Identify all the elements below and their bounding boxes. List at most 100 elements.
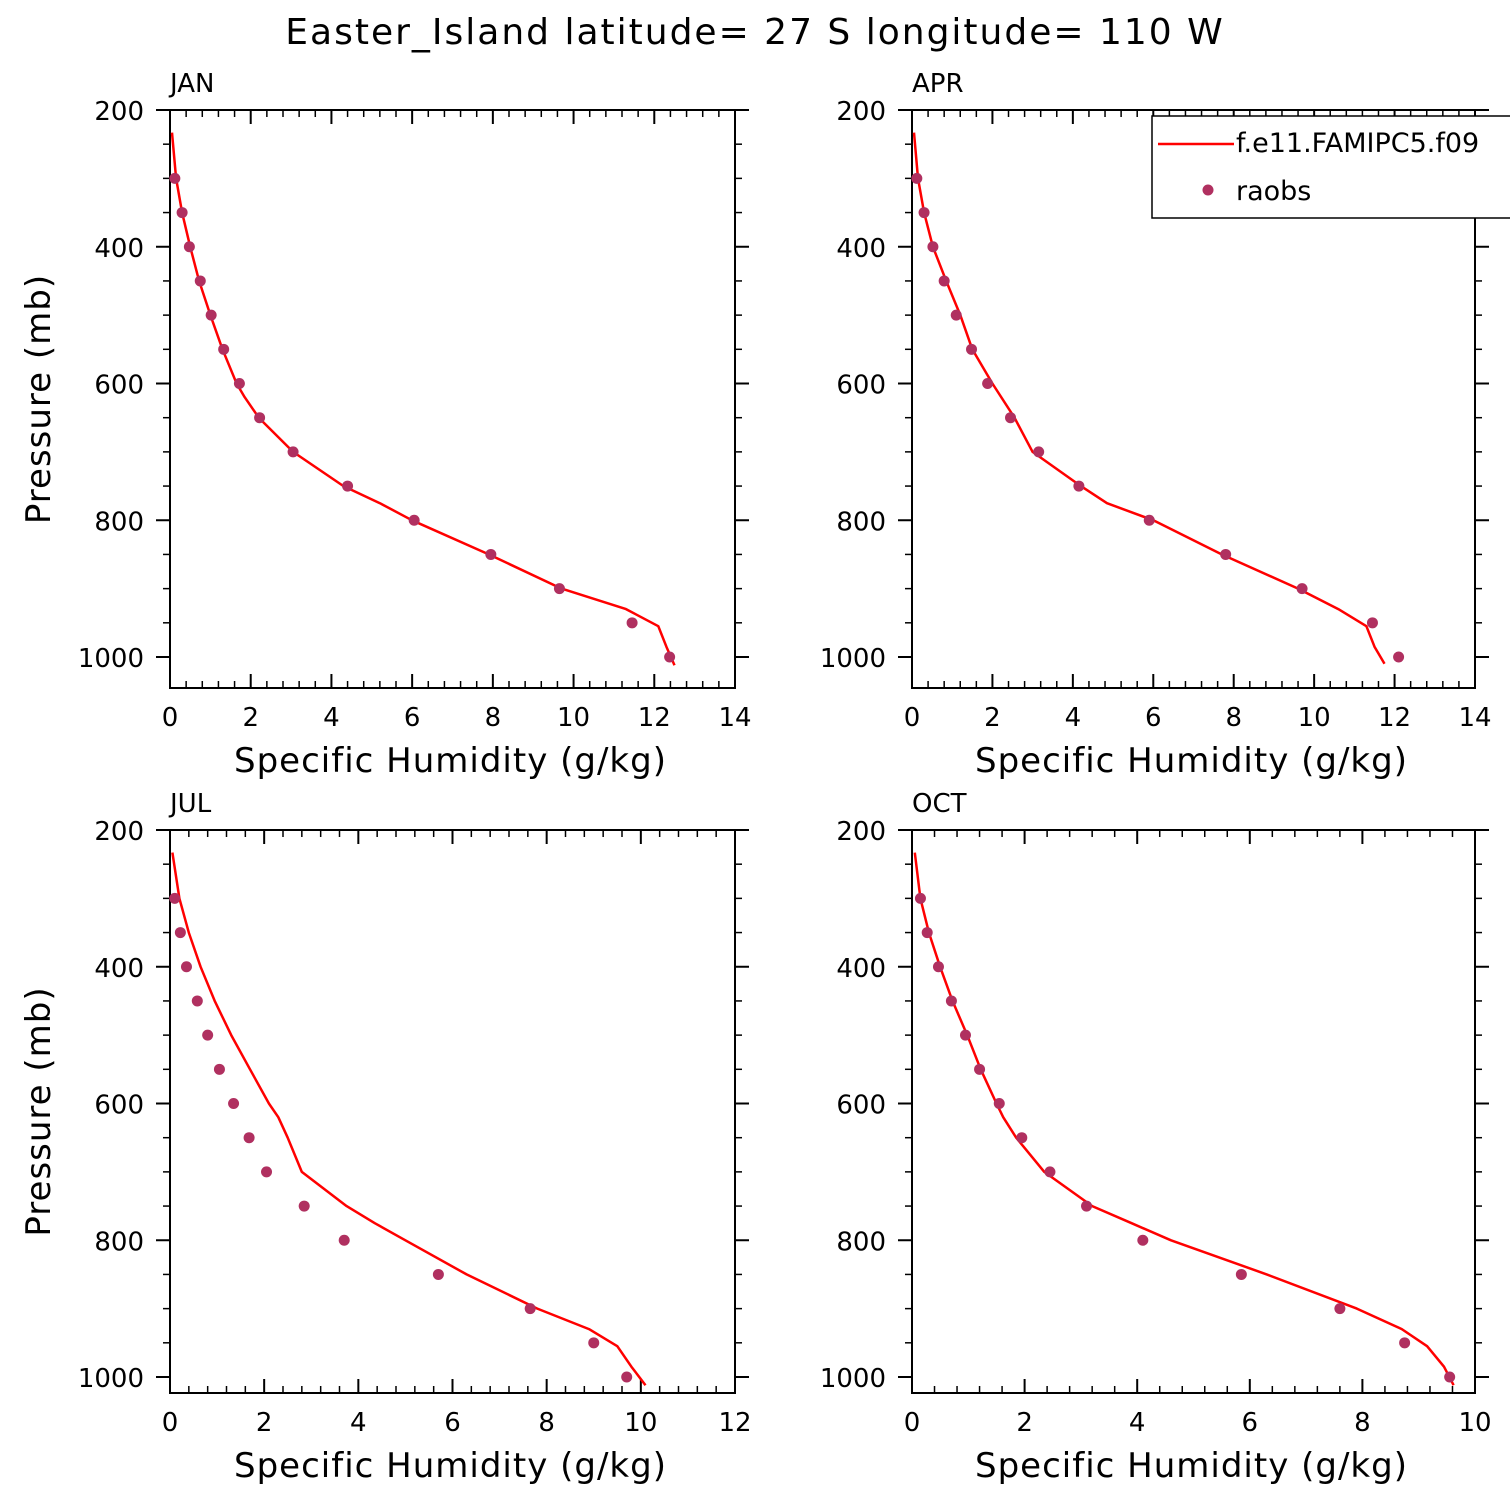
raobs-point-apr (1366, 617, 1378, 629)
ytick-label-jan: 800 (94, 507, 144, 537)
x-axis-label-apr: Specific Humidity (g/kg) (975, 741, 1408, 781)
raobs-point-apr (982, 378, 994, 389)
raobs-point-jan (664, 651, 676, 663)
xtick-label-jul: 0 (162, 1408, 179, 1438)
raobs-point-oct (914, 892, 926, 904)
raobs-point-jul (588, 1337, 600, 1349)
ytick-label-jul: 200 (94, 817, 144, 847)
raobs-point-jul (261, 1166, 273, 1178)
xtick-label-jan: 14 (718, 703, 751, 733)
ytick-label-jan: 600 (94, 371, 144, 401)
panel-apr: APR 0 2 4 6 8 10 12 14 200 400 600 800 1000 Specific H… (820, 69, 1510, 781)
xtick-label-jan: 8 (485, 703, 502, 733)
raobs-point-oct (1137, 1234, 1149, 1246)
panel-jul: JUL 0 2 4 6 8 10 12 200 400 600 800 1000 Specific Hum… (19, 789, 752, 1486)
raobs-point-jul (202, 1029, 214, 1041)
xtick-label-jan: 10 (557, 703, 590, 733)
raobs-point-jan (218, 343, 230, 355)
raobs-point-oct (1081, 1200, 1093, 1212)
y-axis-label-jan: Pressure (mb) (19, 274, 59, 524)
xtick-label-jul: 2 (256, 1408, 273, 1438)
raobs-point-oct (932, 961, 944, 973)
raobs-point-apr (911, 172, 923, 184)
raobs-point-oct (1235, 1268, 1247, 1280)
ytick-label-jan: 200 (94, 97, 144, 127)
raobs-point-jul (298, 1200, 310, 1212)
raobs-point-jul (191, 995, 203, 1007)
raobs-point-jul (228, 1098, 240, 1109)
panel-title-jan: JAN (168, 69, 214, 99)
figure-suptitle: Easter_Island latitude= 27 S longitude= … (285, 12, 1224, 53)
xtick-label-oct: 6 (1242, 1408, 1259, 1438)
model-line-jan (170, 132, 676, 666)
raobs-point-apr (950, 309, 962, 321)
raobs-point-apr (1393, 651, 1405, 663)
raobs-point-jul (243, 1132, 255, 1144)
raobs-point-jul (169, 892, 181, 904)
xtick-label-jul: 6 (444, 1408, 461, 1438)
ytick-label-oct: 1000 (820, 1364, 886, 1394)
ytick-label-apr: 400 (836, 234, 886, 264)
raobs-point-apr (1220, 548, 1232, 560)
ytick-label-oct: 800 (836, 1227, 886, 1257)
xtick-label-oct: 2 (1016, 1408, 1033, 1438)
plot-frame-apr (911, 109, 1476, 689)
raobs-point-jul (180, 961, 192, 973)
xtick-label-oct: 0 (904, 1408, 921, 1438)
ytick-label-apr: 800 (836, 507, 886, 537)
raobs-point-jul (213, 1063, 225, 1075)
panel-title-oct: OCT (912, 789, 967, 819)
x-axis-label-jan: Specific Humidity (g/kg) (234, 741, 667, 781)
plot-frame-oct (911, 829, 1476, 1394)
raobs-point-apr (1005, 412, 1017, 424)
xtick-label-apr: 14 (1458, 703, 1491, 733)
plot-frame-jul (169, 829, 736, 1394)
raobs-point-oct (1399, 1337, 1411, 1349)
raobs-point-jan (485, 548, 497, 560)
xtick-label-apr: 0 (904, 703, 921, 733)
raobs-point-jul (524, 1303, 536, 1315)
model-line-oct (913, 852, 1455, 1386)
raobs-point-oct (974, 1063, 986, 1075)
raobs-point-jan (287, 446, 299, 458)
xtick-label-jan: 6 (404, 703, 421, 733)
ytick-label-jul: 1000 (78, 1364, 144, 1394)
ytick-label-jan: 400 (94, 234, 144, 264)
xtick-label-jan: 0 (162, 703, 179, 733)
xtick-label-apr: 8 (1225, 703, 1242, 733)
raobs-point-oct (959, 1029, 971, 1041)
raobs-point-jan (254, 412, 266, 424)
xtick-label-jul: 8 (538, 1408, 555, 1438)
ytick-label-apr: 200 (836, 97, 886, 127)
raobs-point-oct (921, 927, 933, 939)
xtick-label-oct: 4 (1129, 1408, 1146, 1438)
raobs-point-apr (938, 275, 950, 287)
plot-frame-jan (169, 109, 736, 689)
raobs-point-apr (927, 241, 939, 253)
raobs-point-apr (1033, 446, 1045, 458)
ytick-label-jul: 400 (94, 954, 144, 984)
raobs-point-apr (918, 207, 930, 219)
ytick-label-jan: 1000 (78, 644, 144, 674)
xtick-label-oct: 8 (1354, 1408, 1371, 1438)
raobs-point-jul (174, 927, 186, 939)
raobs-point-jul (338, 1234, 350, 1246)
raobs-point-apr (1296, 583, 1308, 595)
raobs-point-jul (432, 1268, 444, 1280)
raobs-point-jan (233, 378, 245, 389)
xtick-label-jan: 2 (242, 703, 259, 733)
model-line-jul (171, 852, 647, 1386)
raobs-point-jul (621, 1371, 633, 1383)
raobs-point-jan (205, 309, 217, 321)
raobs-point-jan (342, 480, 354, 492)
xtick-label-jul: 4 (350, 1408, 367, 1438)
legend-box (1151, 115, 1510, 219)
xtick-label-apr: 10 (1298, 703, 1331, 733)
panel-title-jul: JUL (168, 789, 212, 819)
xtick-label-oct: 10 (1458, 1408, 1491, 1438)
raobs-point-jan (408, 514, 420, 526)
raobs-point-jan (553, 583, 565, 595)
raobs-point-jan (194, 275, 206, 287)
